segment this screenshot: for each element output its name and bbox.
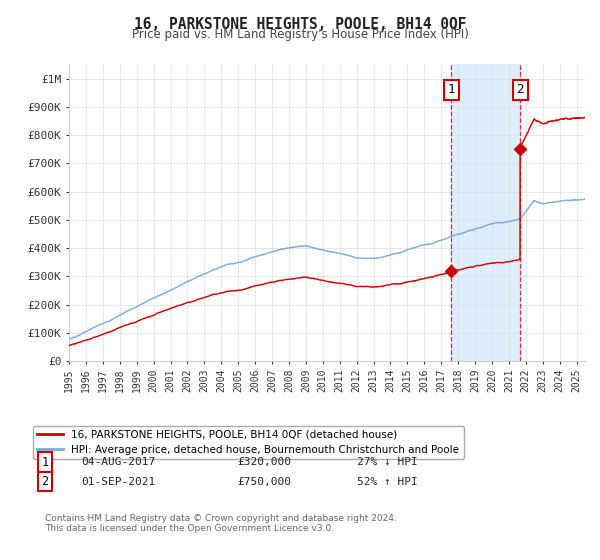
Text: 04-AUG-2017: 04-AUG-2017 [81,457,155,467]
Bar [451,64,520,361]
Text: 1: 1 [41,455,49,469]
Text: 16, PARKSTONE HEIGHTS, POOLE, BH14 0QF: 16, PARKSTONE HEIGHTS, POOLE, BH14 0QF [134,17,466,32]
Text: 01-SEP-2021: 01-SEP-2021 [81,477,155,487]
Text: Price paid vs. HM Land Registry's House Price Index (HPI): Price paid vs. HM Land Registry's House … [131,28,469,41]
Text: 2: 2 [41,475,49,488]
Text: 27% ↓ HPI: 27% ↓ HPI [357,457,418,467]
Text: 52% ↑ HPI: 52% ↑ HPI [357,477,418,487]
Text: Contains HM Land Registry data © Crown copyright and database right 2024.
This d: Contains HM Land Registry data © Crown c… [45,514,397,533]
Text: £320,000: £320,000 [237,457,291,467]
Text: 1: 1 [447,83,455,96]
Text: 2: 2 [516,83,524,96]
Legend: 16, PARKSTONE HEIGHTS, POOLE, BH14 0QF (detached house), HPI: Average price, det: 16, PARKSTONE HEIGHTS, POOLE, BH14 0QF (… [33,426,464,459]
Text: £750,000: £750,000 [237,477,291,487]
